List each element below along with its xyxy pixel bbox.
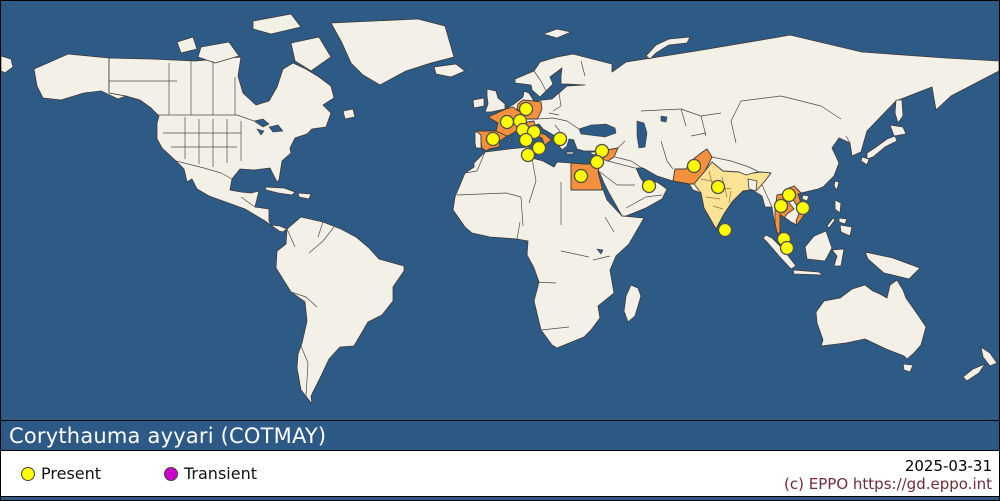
island-crete (565, 151, 575, 155)
island-hispaniola (297, 192, 312, 200)
island-palawan (826, 217, 836, 229)
legend-bar: Present Transient 2025-03-31 (c) EPPO ht… (1, 450, 999, 496)
inland-seas (253, 115, 668, 255)
island-mallorca (507, 139, 512, 143)
island-tasmania (902, 363, 914, 373)
island-hokkaido (889, 124, 907, 137)
present-marker (518, 132, 534, 148)
island-java (792, 269, 824, 276)
island-svalbard (542, 28, 572, 39)
present-marker (552, 131, 568, 147)
present-marker (717, 222, 733, 238)
caspian-sea (636, 120, 648, 149)
present-marker (531, 140, 547, 156)
island-borneo (804, 230, 833, 262)
island-sumatra (762, 234, 797, 270)
island-banks (176, 36, 198, 54)
island-sakhalin (894, 99, 904, 124)
map-area (1, 1, 999, 420)
island-sulawesi (831, 248, 845, 267)
island-luzon (834, 199, 842, 214)
bottom-strip (1, 496, 999, 500)
island-newfoundland (342, 108, 356, 120)
island-mindanao (839, 224, 853, 237)
present-marker (499, 114, 515, 130)
present-marker (781, 187, 797, 203)
present-marker (485, 131, 501, 147)
legend-label-transient: Transient (184, 464, 257, 483)
copyright-notice: (c) EPPO https://gd.eppo.int (784, 475, 992, 493)
world-map (1, 1, 999, 420)
country-uk (484, 88, 506, 113)
map-title-bar: Corythauma ayyari (COTMAY) (1, 420, 999, 450)
country-india (693, 161, 772, 230)
country-bangladesh (747, 178, 758, 192)
region-africa (452, 146, 645, 349)
present-marker (795, 200, 811, 216)
present-marker (686, 158, 702, 174)
present-marker (773, 198, 789, 214)
present-marker-icon (21, 466, 35, 481)
map-date: 2025-03-31 (904, 457, 992, 475)
marker-layer (485, 101, 811, 256)
present-marker (573, 168, 589, 184)
island-nz-north (980, 346, 998, 367)
present-marker (589, 154, 605, 170)
island-honshu (866, 135, 898, 160)
island-taiwan (833, 180, 840, 191)
island-novaya-zemlya (645, 36, 691, 60)
country-ireland (472, 97, 485, 109)
legend-item-present: Present (21, 464, 101, 483)
present-marker (710, 179, 726, 195)
island-victoria (197, 41, 240, 64)
island-baffin (290, 36, 332, 72)
legend-item-transient: Transient (164, 464, 257, 483)
country-alaska (33, 53, 127, 101)
region-chukotka-west (1, 55, 14, 74)
lake-victoria (596, 248, 604, 255)
island-hainan (801, 194, 810, 202)
present-marker (779, 240, 795, 256)
present-marker (641, 178, 657, 194)
island-kyushu (860, 156, 870, 166)
transient-marker-icon (164, 466, 178, 481)
present-marker (518, 101, 534, 117)
map-stamp: 2025-03-31 (c) EPPO https://gd.eppo.int (784, 457, 992, 493)
island-nz-south (962, 363, 986, 382)
country-greenland (330, 18, 455, 86)
great-lakes (253, 118, 284, 136)
country-australia (815, 279, 927, 360)
legend-label-present: Present (41, 464, 102, 483)
aral-sea (660, 115, 668, 123)
island-madagascar (623, 284, 642, 323)
country-border-lines (109, 60, 851, 397)
island-new-guinea (864, 251, 921, 280)
island-ellesmere (252, 13, 302, 35)
map-title: Corythauma ayyari (COTMAY) (9, 423, 327, 448)
region-south-america (275, 216, 405, 405)
island-visayas (838, 217, 848, 225)
island-cuba (264, 186, 296, 196)
island-iceland (433, 63, 466, 78)
present-marker (520, 147, 536, 163)
land-layer (1, 13, 999, 405)
black-sea (578, 123, 617, 138)
